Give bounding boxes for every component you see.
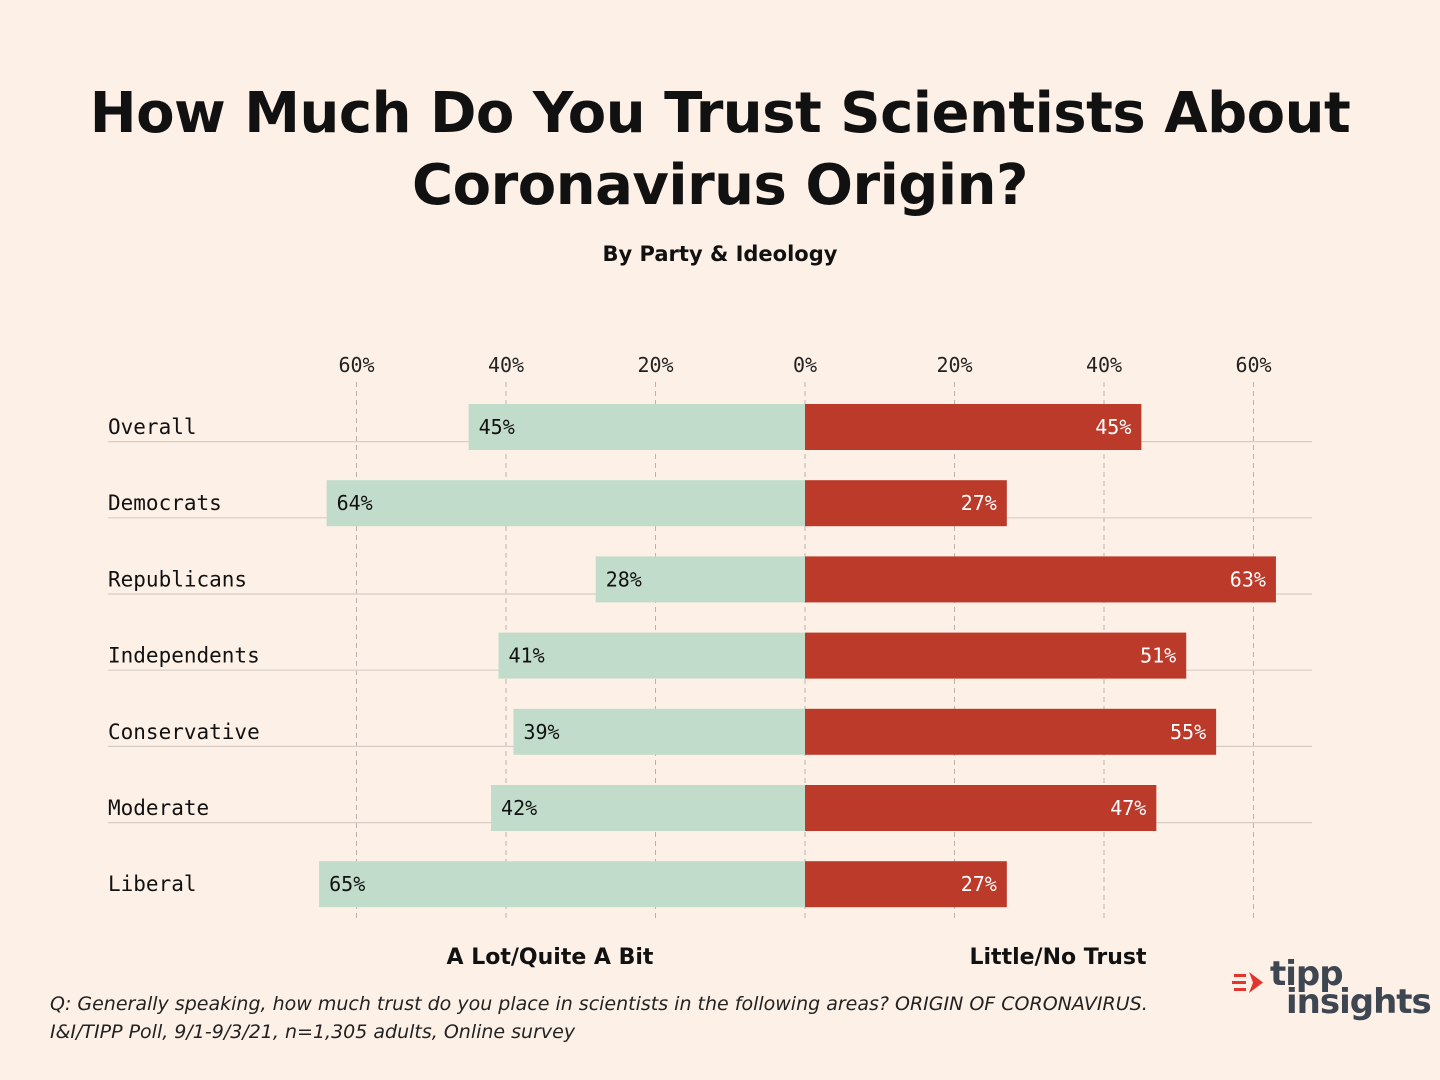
bar-no-trust (805, 404, 1142, 450)
bar-no-trust (805, 708, 1217, 755)
bar-trust (326, 480, 805, 527)
bar-no-trust (805, 785, 1157, 831)
bar-value-label: 45% (479, 415, 515, 439)
chart-title: How Much Do You Trust Scientists About C… (0, 78, 1440, 222)
bar-no-trust (805, 632, 1187, 679)
tick-label: 60% (1235, 353, 1271, 377)
tick-label: 60% (338, 353, 374, 377)
category-label: Liberal (108, 872, 197, 896)
bar-value-label: 55% (1170, 720, 1206, 744)
bar-trust (491, 785, 805, 831)
category-label: Moderate (108, 796, 209, 820)
chart-title-line-1: How Much Do You Trust Scientists About (89, 81, 1351, 146)
logo-tipp-text: tipp (1270, 954, 1344, 994)
tick-label: 40% (488, 353, 524, 377)
bar-no-trust (805, 556, 1276, 603)
bar-trust (468, 404, 805, 450)
bar-value-label: 63% (1230, 567, 1266, 591)
tipp-insights-logo: tipp insights (1232, 954, 1432, 1030)
bar-no-trust (805, 480, 1007, 527)
legend-right-label: Little/No Trust (970, 945, 1147, 970)
legend-left-label: A Lot/Quite A Bit (447, 945, 654, 970)
tick-label: 20% (637, 353, 673, 377)
bar-trust (513, 708, 805, 755)
tick-label: 40% (1086, 353, 1122, 377)
bar-value-label: 47% (1110, 796, 1146, 820)
chart-title-line-2: Coronavirus Origin? (412, 153, 1028, 218)
bar-trust (595, 556, 805, 603)
bar-trust (498, 632, 805, 679)
footnote-question: Q: Generally speaking, how much trust do… (50, 993, 1148, 1015)
category-label: Democrats (108, 491, 222, 515)
tick-label: 0% (793, 353, 817, 377)
category-label: Republicans (108, 567, 247, 591)
arrow-lines-icon (1232, 972, 1263, 993)
bar-no-trust (805, 861, 1007, 908)
footnote: Q: Generally speaking, how much trust do… (50, 990, 1230, 1046)
bar-value-label: 45% (1095, 415, 1131, 439)
chart-subtitle: By Party & Ideology (602, 242, 838, 266)
bar-value-label: 27% (961, 491, 997, 515)
bar-value-label: 51% (1140, 644, 1176, 668)
footnote-source: I&I/TIPP Poll, 9/1-9/3/21, n=1,305 adult… (50, 1021, 576, 1043)
bar-value-label: 64% (337, 491, 373, 515)
bar-value-label: 39% (523, 720, 559, 744)
tick-label: 20% (936, 353, 972, 377)
bar-trust (319, 861, 805, 908)
category-label: Independents (108, 644, 260, 668)
bar-value-label: 41% (509, 644, 545, 668)
bar-value-label: 27% (961, 872, 997, 896)
bar-value-label: 65% (329, 872, 365, 896)
bar-value-label: 42% (501, 796, 537, 820)
category-label: Conservative (108, 720, 260, 744)
bar-value-label: 28% (606, 567, 642, 591)
category-label: Overall (108, 415, 197, 439)
logo-insights-text: insights (1286, 982, 1432, 1022)
